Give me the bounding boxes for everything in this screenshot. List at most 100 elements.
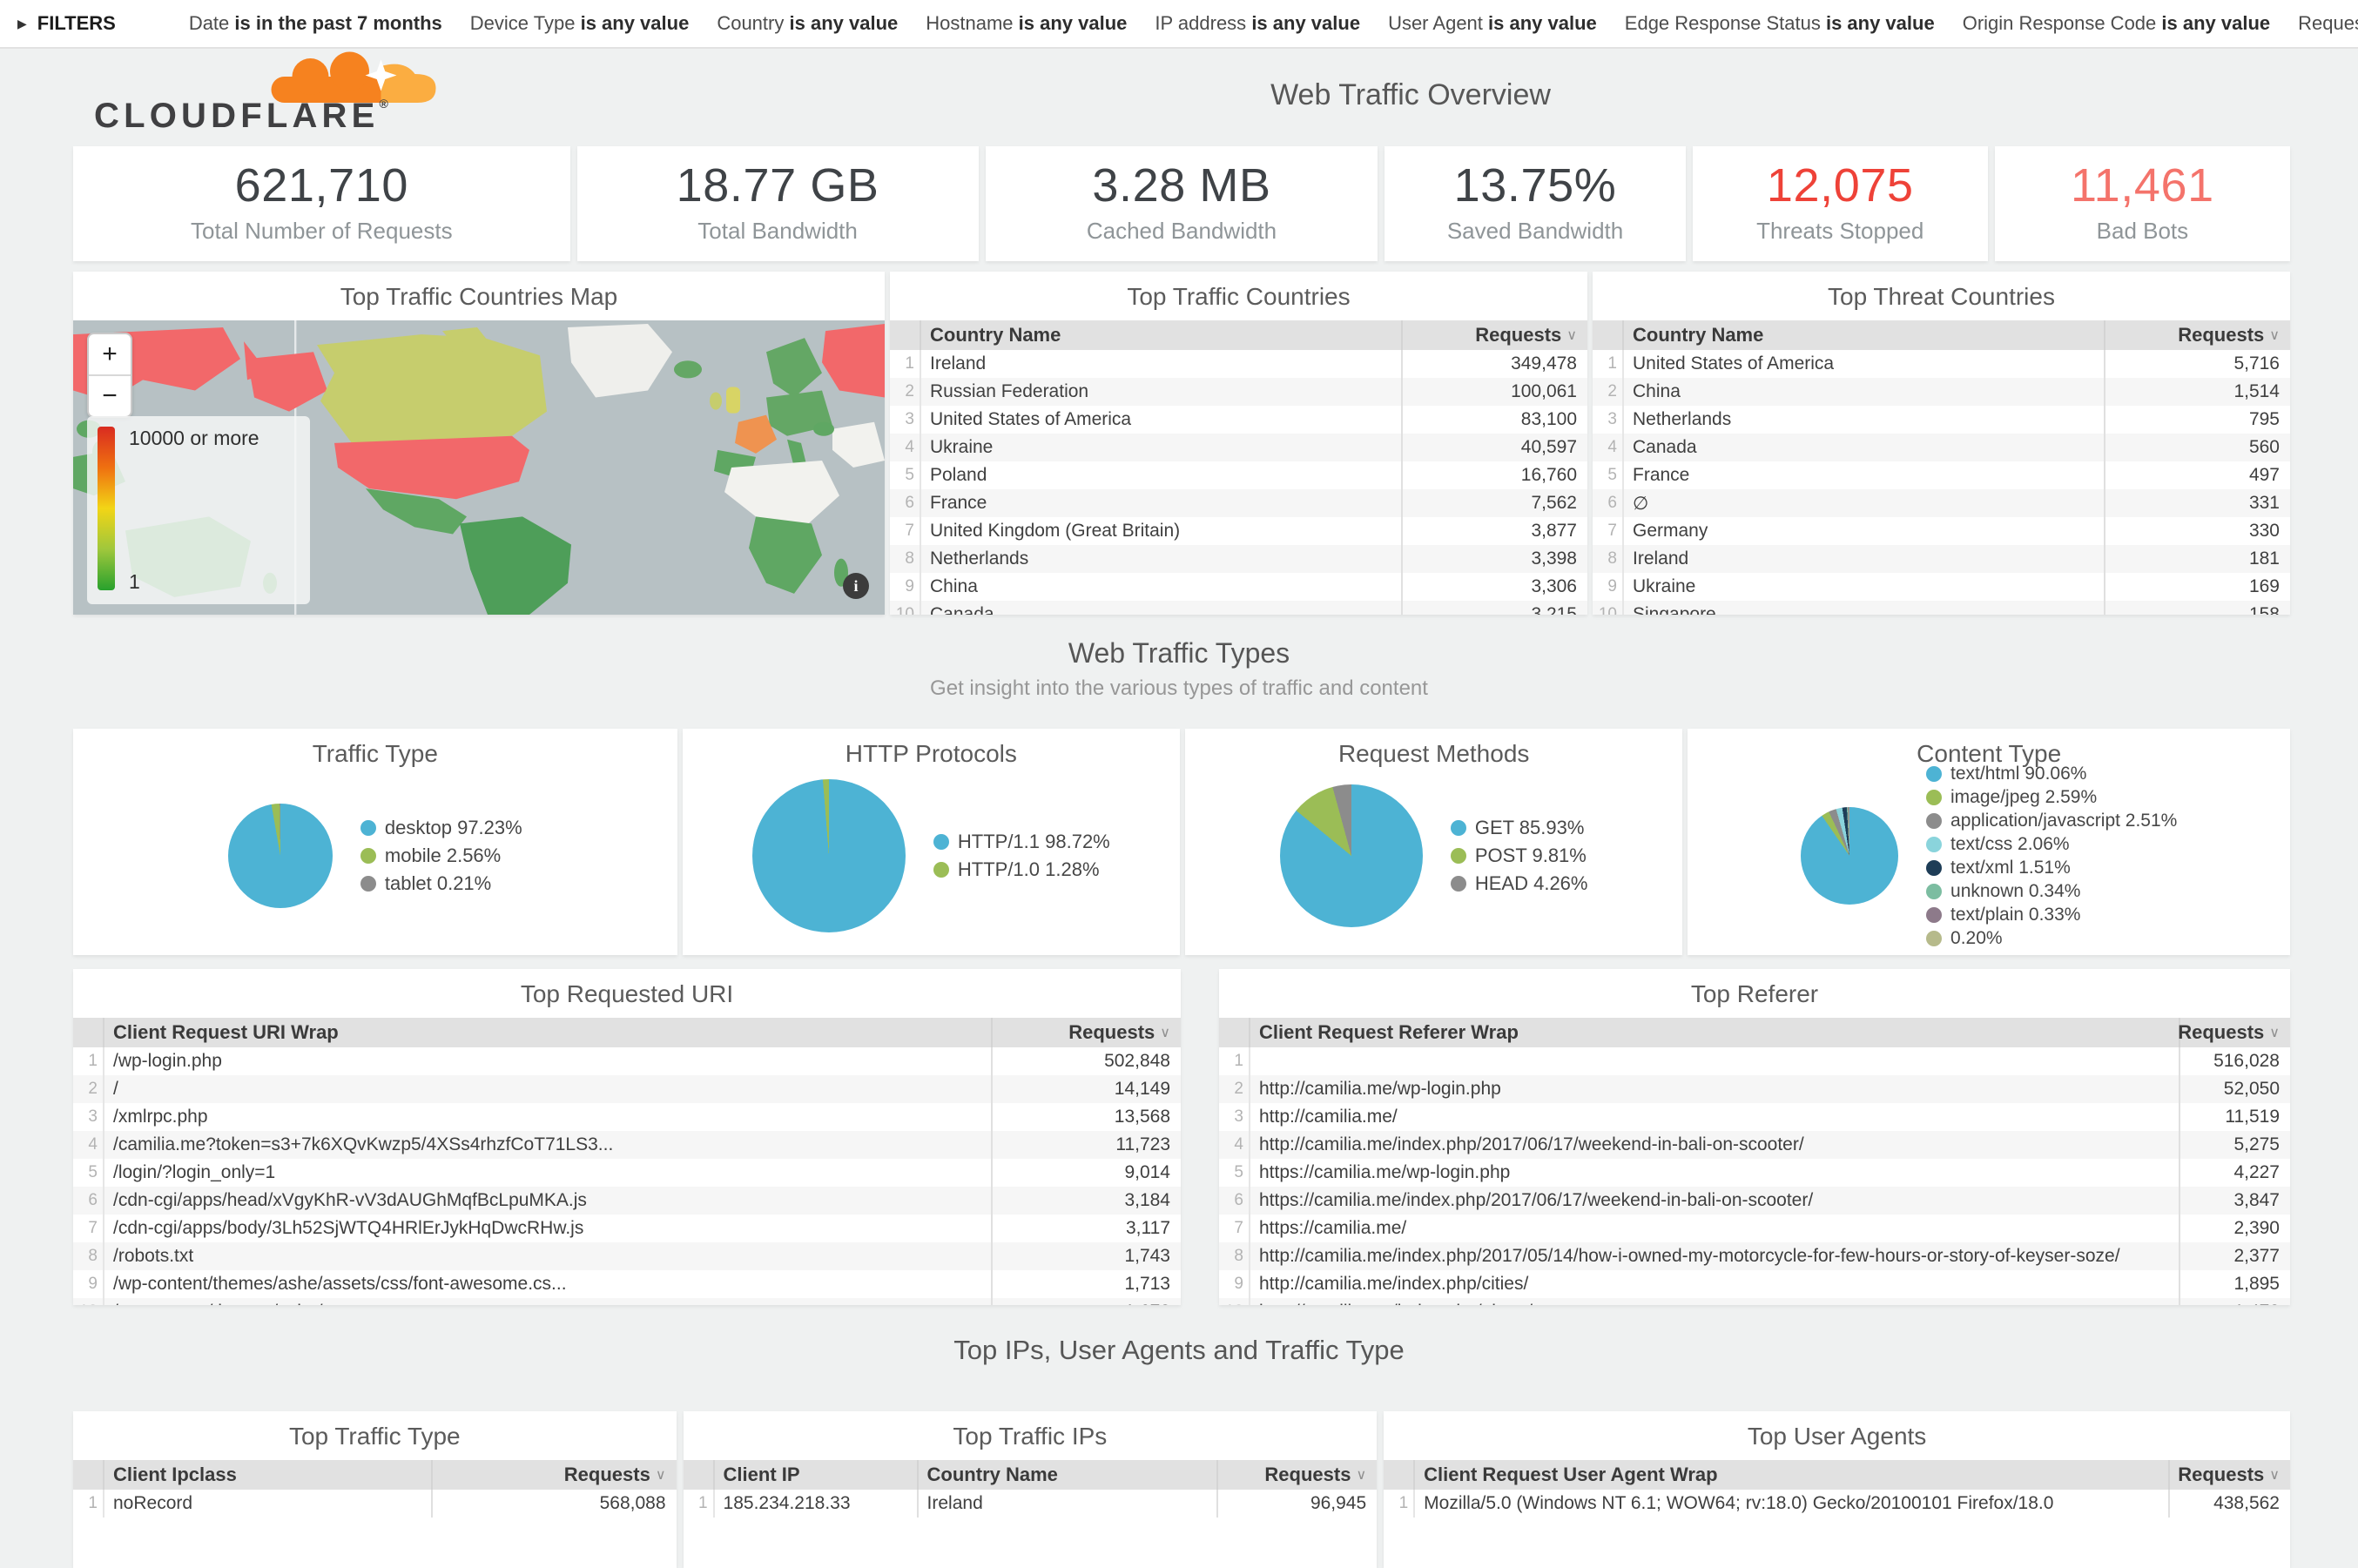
requests-cell: 1,713 (991, 1270, 1181, 1298)
legend: HTTP/1.1 98.72% HTTP/1.0 1.28% (933, 831, 1110, 881)
rank-cell: 4 (73, 1131, 104, 1159)
legend-label: image/jpeg 2.59% (1950, 786, 2098, 807)
rank-cell: 8 (73, 1242, 104, 1270)
filter-origin-response-code[interactable]: Origin Response Code is any value (1963, 12, 2270, 35)
country-name: United States of America (930, 409, 1132, 429)
requests-cell: 3,847 (2179, 1187, 2290, 1215)
requests-cell: 3,117 (991, 1215, 1181, 1242)
legend-item[interactable]: HTTP/1.1 98.72% (933, 831, 1110, 853)
sort-desc-icon: ∨ (1356, 1468, 1367, 1483)
column-sort-requests[interactable]: Requests ∨ (2178, 1018, 2290, 1047)
legend-item[interactable]: GET 85.93% (1450, 817, 1588, 839)
column-country-name[interactable]: Country Name (930, 324, 1061, 346)
filter-ip-address[interactable]: IP address is any value (1155, 12, 1360, 35)
panel-title: HTTP Protocols (845, 740, 1017, 767)
requests-cell: 497 (2104, 461, 2290, 489)
uri-value: /xmlrpc.php (113, 1107, 208, 1127)
rank-header (1384, 1460, 1416, 1490)
requests-cell: 13,568 (991, 1103, 1181, 1131)
top-threat-countries-panel: Top Threat Countries Country Name Reques… (1593, 272, 2290, 615)
legend-item[interactable]: 0.20% (1926, 928, 2177, 949)
http-protocols-pie[interactable] (751, 779, 906, 932)
legend-item[interactable]: mobile 2.56% (360, 845, 522, 867)
legend-item[interactable]: image/jpeg 2.59% (1926, 787, 2177, 808)
filter-device-type[interactable]: Device Type is any value (470, 12, 690, 35)
filter-bar: ▶ FILTERS Date is in the past 7 months D… (0, 0, 2358, 49)
column-country-name[interactable]: Country Name (1633, 324, 1764, 346)
legend-item[interactable]: text/plain 0.33% (1926, 905, 2177, 925)
rank-cell: 2 (1219, 1075, 1250, 1103)
info-icon[interactable]: i (843, 573, 869, 599)
table-body: 1 Ireland 349,478 2 Russian Federation 100,0… (890, 350, 1587, 615)
request-methods-pie[interactable] (1279, 784, 1423, 927)
column-user-agent[interactable]: Client Request User Agent Wrap (1424, 1464, 1718, 1485)
column-client-ip[interactable]: Client IP (723, 1464, 800, 1485)
requests-cell: 1,672 (991, 1298, 1181, 1305)
legend-dot-icon (1450, 876, 1466, 892)
filter-user-agent[interactable]: User Agent is any value (1388, 12, 1597, 35)
sort-desc-icon: ∨ (1160, 1026, 1170, 1040)
rank-header (73, 1460, 104, 1490)
legend-item[interactable]: text/css 2.06% (1926, 834, 2177, 855)
cloudflare-wordmark: CLOUDFLARE® (94, 97, 388, 135)
filter-date[interactable]: Date is in the past 7 months (189, 12, 442, 35)
legend: desktop 97.23% mobile 2.56% tablet 0.21% (360, 817, 522, 895)
filter-request-uri[interactable]: Request URI is any value (2298, 12, 2358, 35)
requests-cell: 52,050 (2179, 1075, 2290, 1103)
legend: text/html 90.06% image/jpeg 2.59% applic… (1926, 764, 2177, 949)
requests-cell: 1,743 (991, 1242, 1181, 1270)
table-row: 3 Netherlands 795 (1593, 406, 2290, 434)
kpi-value: 3.28 MB (1092, 159, 1271, 212)
column-referer[interactable]: Client Request Referer Wrap (1259, 1021, 1519, 1043)
column-uri[interactable]: Client Request URI Wrap (113, 1021, 339, 1043)
panel-title: Top User Agents (1747, 1423, 1927, 1450)
legend-item[interactable]: POST 9.81% (1450, 845, 1588, 867)
table-row: 3 http://camilia.me/11,519 (1219, 1103, 2290, 1131)
rank-cell: 3 (1219, 1103, 1250, 1131)
legend-dot-icon (1926, 930, 1943, 946)
column-sort-requests[interactable]: Requests ∨ (1216, 1460, 1377, 1490)
column-country-name[interactable]: Country Name (916, 1460, 1217, 1490)
table-row: 3/xmlrpc.php 13,568 (73, 1103, 1181, 1131)
legend-item[interactable]: HTTP/1.0 1.28% (933, 858, 1110, 881)
traffic-type-pie[interactable] (227, 804, 333, 908)
column-sort-requests[interactable]: Requests ∨ (2168, 1460, 2290, 1490)
uri-value: /wp-content/themes/ashe/assets/css/font-… (113, 1274, 567, 1294)
zoom-in-button[interactable]: + (102, 340, 118, 368)
table-row: 1 516,028 (1219, 1047, 2290, 1075)
legend-label: HEAD 4.26% (1474, 872, 1588, 894)
filter-country[interactable]: Country is any value (717, 12, 898, 35)
requests-cell: 3,398 (1401, 545, 1587, 573)
uri-value: /robots.txt (113, 1246, 194, 1266)
panel-title: Top Referer (1690, 980, 1819, 1007)
filters-toggle[interactable]: ▶ FILTERS (17, 12, 116, 35)
requests-cell: 3,184 (991, 1187, 1181, 1215)
column-sort-requests[interactable]: Requests ∨ (2104, 320, 2290, 350)
filter-field: IP address (1155, 12, 1247, 34)
rank-cell: 4 (1593, 434, 1624, 461)
content-type-pie[interactable] (1801, 807, 1899, 905)
legend-item[interactable]: HEAD 4.26% (1450, 872, 1588, 895)
kpi-total-bandwidth: 18.77 GB Total Bandwidth (576, 146, 979, 261)
legend-item[interactable]: unknown 0.34% (1926, 881, 2177, 902)
kpi-label: Threats Stopped (1756, 218, 1924, 244)
filter-hostname[interactable]: Hostname is any value (926, 12, 1127, 35)
requests-cell: 181 (2104, 545, 2290, 573)
filter-edge-response-status[interactable]: Edge Response Status is any value (1625, 12, 1935, 35)
country-name: Netherlands (930, 548, 1029, 569)
column-sort-requests[interactable]: Requests ∨ (991, 1018, 1181, 1047)
legend-item[interactable]: text/xml 1.51% (1926, 858, 2177, 878)
panel-title: Top Traffic Countries (1127, 283, 1351, 310)
legend-item[interactable]: tablet 0.21% (360, 872, 522, 895)
country-name: Ukraine (1633, 576, 1696, 596)
column-ipclass[interactable]: Client Ipclass (113, 1464, 237, 1485)
column-sort-requests[interactable]: Requests ∨ (1401, 320, 1587, 350)
table-row: 1 185.234.218.33 Ireland 96,945 (684, 1490, 1378, 1518)
column-sort-requests[interactable]: Requests ∨ (430, 1460, 677, 1490)
panel-title: Top Traffic Countries Map (340, 283, 618, 310)
legend-item[interactable]: application/javascript 2.51% (1926, 811, 2177, 831)
legend-item[interactable]: text/html 90.06% (1926, 764, 2177, 784)
zoom-out-button[interactable]: − (89, 374, 131, 416)
legend-dot-icon (1450, 820, 1466, 836)
legend-item[interactable]: desktop 97.23% (360, 817, 522, 839)
